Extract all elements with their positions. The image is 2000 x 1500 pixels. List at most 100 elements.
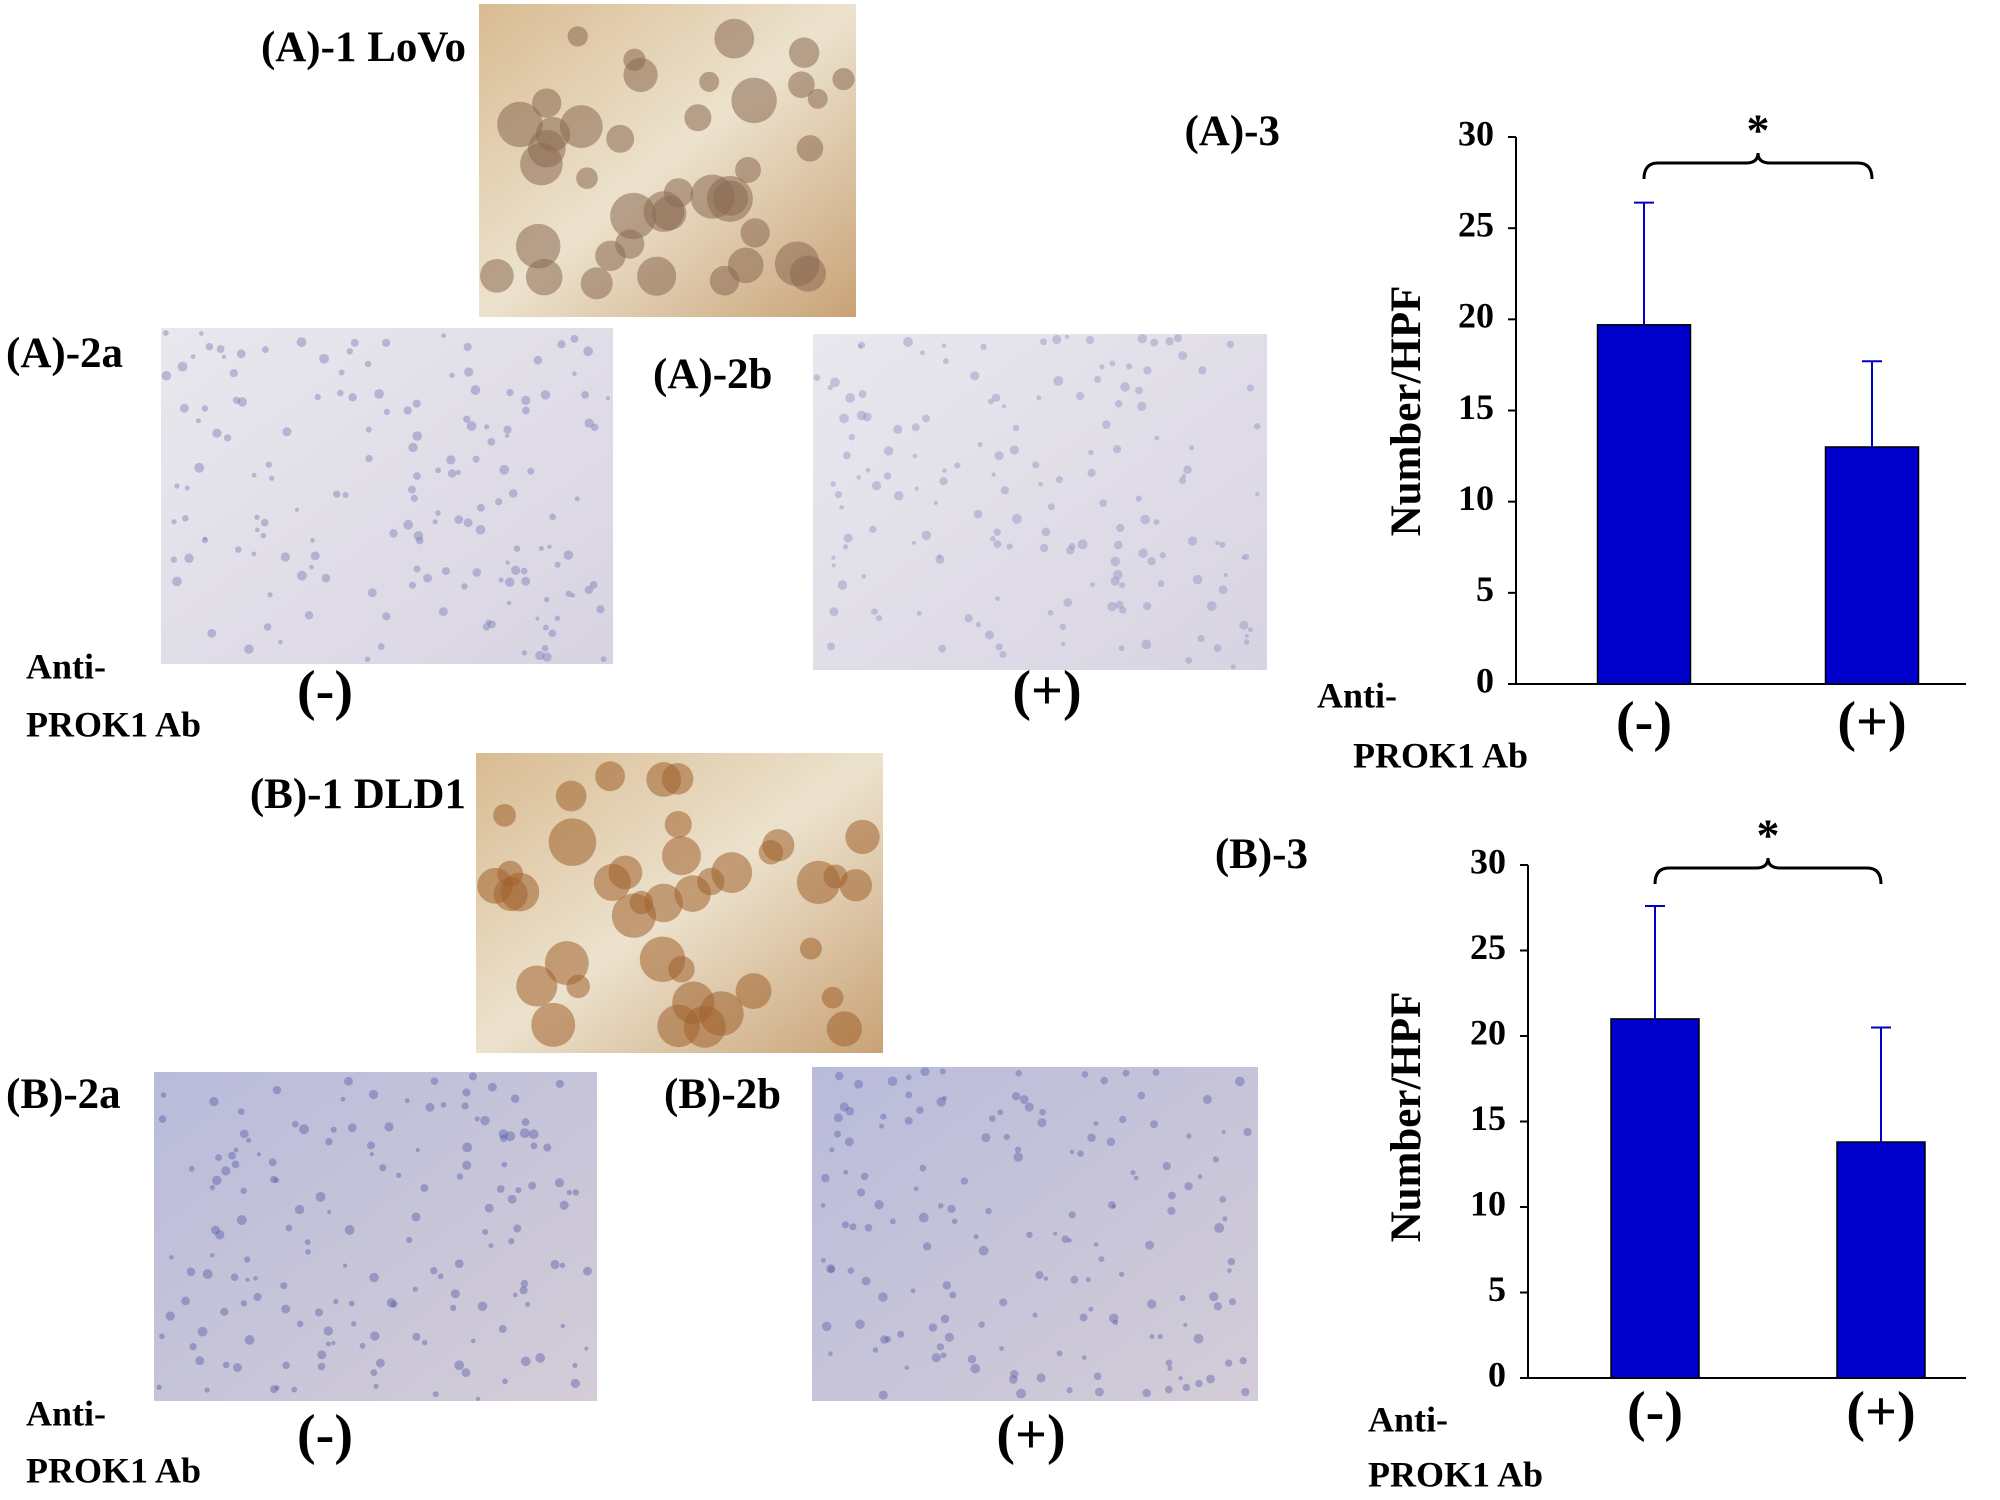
cell [874,1200,884,1210]
cell [735,973,772,1009]
cell [412,399,421,408]
cell [921,530,932,541]
cell [1094,375,1102,383]
cell [412,1286,418,1292]
cell [1119,606,1127,614]
cell [878,1390,888,1400]
cell [1206,601,1217,612]
cell [413,565,421,573]
cell [807,88,828,109]
x-axis-label: PROK1 Ab [1368,1454,1543,1494]
cell [1001,404,1006,409]
cell [499,1134,508,1143]
cell [570,593,576,598]
cell [1126,363,1133,370]
cell [475,1396,481,1401]
cell [314,1308,324,1317]
cell [1243,553,1250,560]
cell [1047,503,1055,511]
cell [194,462,205,473]
condition-label: (+) [1012,660,1081,722]
cell [1182,1383,1191,1392]
cell [430,1077,439,1085]
cell [542,624,549,631]
micrograph [161,328,613,664]
cell [504,577,515,587]
cell [711,852,753,893]
cell [382,338,391,348]
cell [1067,1238,1072,1243]
cell [559,1262,566,1269]
cell [844,1137,854,1147]
cell [1167,1206,1176,1216]
cell [498,1129,509,1139]
cell [831,563,836,568]
cell [1099,499,1107,507]
cell [233,1147,239,1153]
cell [1226,340,1235,349]
cell [1215,540,1220,546]
cell [580,267,613,300]
cell [978,1321,985,1328]
cell [942,1281,951,1290]
cell [581,391,589,399]
cell [557,340,566,349]
panel-label: (A)-2a [6,330,123,377]
cell [503,425,512,434]
cell [522,406,530,415]
cell [887,1076,898,1087]
cell [374,389,384,399]
cell [541,645,549,652]
cell [904,1116,913,1125]
cell [1068,542,1076,550]
cell [826,1011,862,1047]
cell [574,496,580,502]
cell [1069,1149,1075,1155]
cell [543,596,550,603]
cell [977,442,983,448]
y-tick-label: 30 [1470,841,1506,881]
cell [413,531,424,541]
cell [821,986,844,1009]
cell [1157,1333,1163,1340]
cell [1118,645,1125,652]
cell [563,550,574,560]
cell [1167,1365,1173,1371]
cell [1159,552,1166,559]
cell [365,454,373,463]
cell [310,551,320,561]
cell [441,333,446,338]
cell [273,1177,280,1184]
cell [939,1068,946,1075]
cell [827,384,833,391]
cell [189,1342,197,1351]
cell [572,1189,580,1196]
cell [1081,1071,1089,1078]
cell [390,1300,398,1308]
cell [664,810,692,839]
cell [184,485,190,491]
cell [367,588,377,598]
cell [280,552,291,562]
cell [351,1321,357,1327]
cell [1090,582,1095,587]
cell [1197,1174,1203,1180]
cell [1140,514,1151,525]
cell [990,536,996,542]
cell [535,616,540,621]
cell [911,540,916,545]
cell [375,1358,385,1368]
cell [942,468,947,473]
cell [1061,641,1066,646]
cell [1209,1291,1219,1302]
cell [843,533,853,543]
cell [237,397,247,407]
cell [828,1351,833,1357]
cell [410,494,418,502]
cell [1244,633,1249,638]
cell [1181,474,1187,479]
cell [554,1178,565,1188]
cell [995,596,1000,601]
cell [1119,1115,1127,1124]
cell [999,650,1007,658]
